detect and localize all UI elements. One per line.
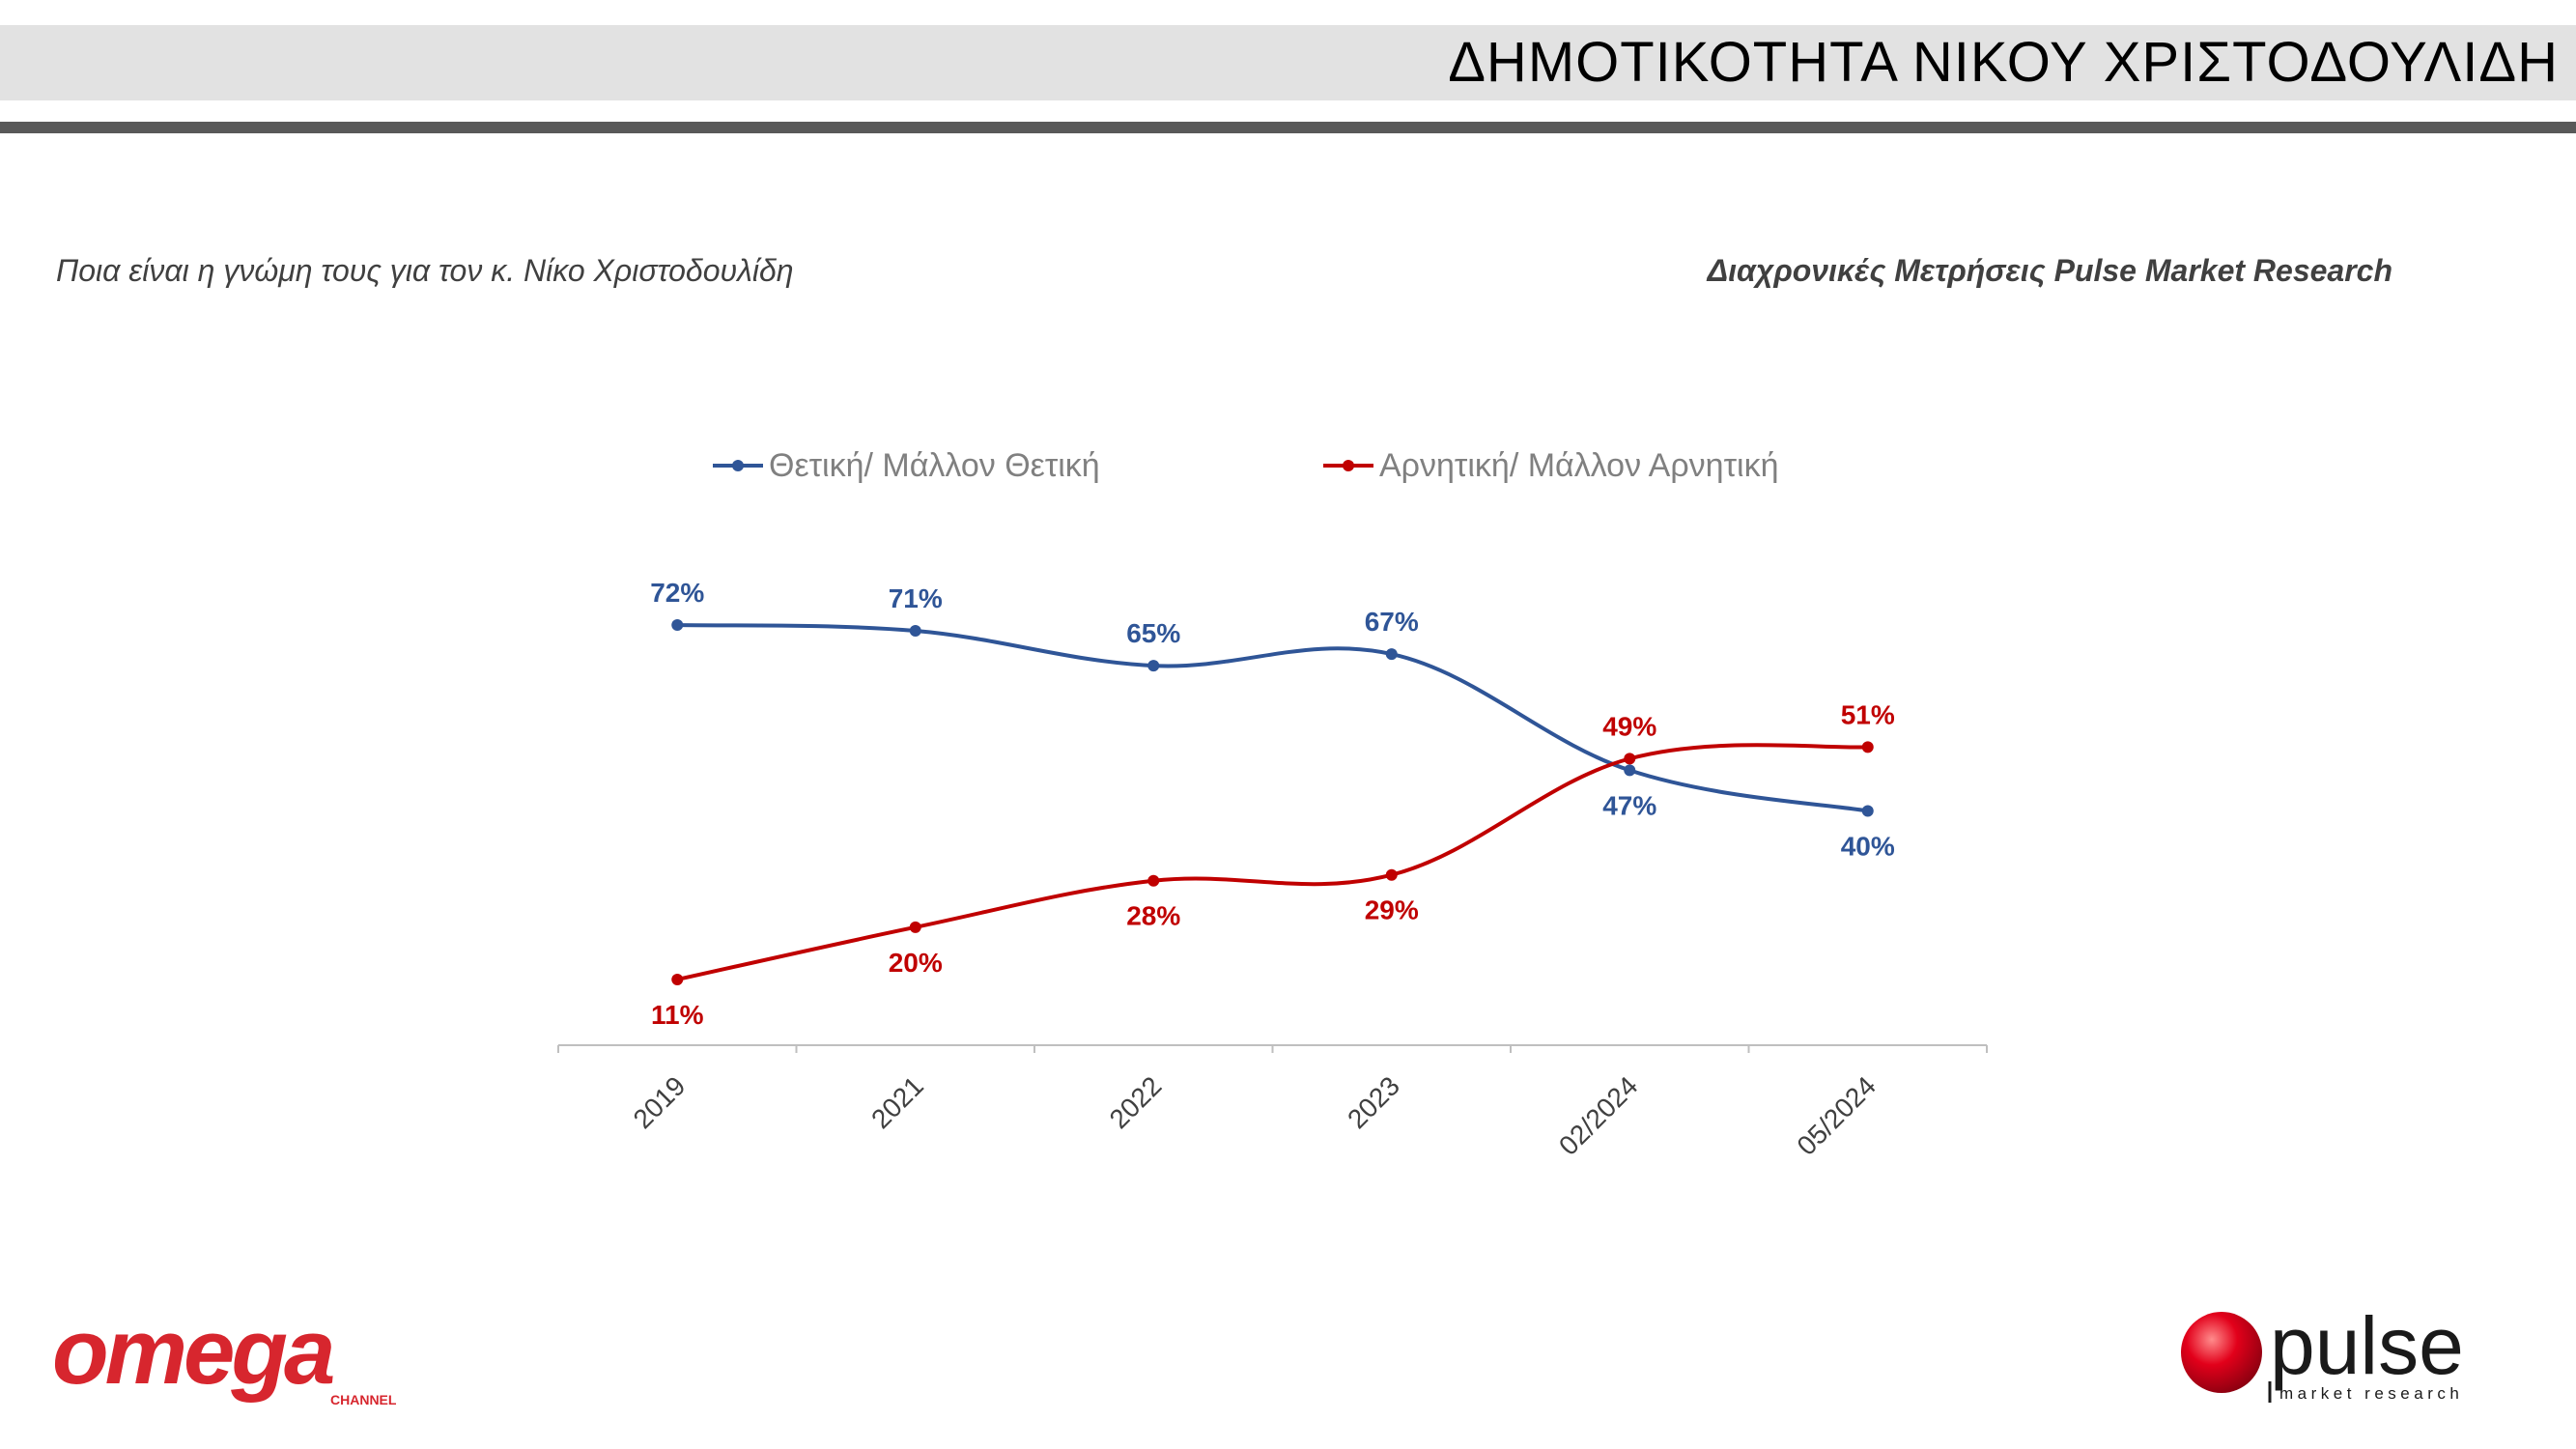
data-label: 20% xyxy=(889,948,943,978)
data-label: 71% xyxy=(889,583,943,613)
data-point xyxy=(1385,648,1398,661)
x-tick-label: 2023 xyxy=(1342,1070,1405,1134)
legend-entry: Θετική/ Μάλλον Θετική xyxy=(769,447,1100,484)
data-point xyxy=(1861,805,1874,817)
pulse-logo-subtext: market research xyxy=(2279,1384,2463,1403)
x-tick-label: 05/2024 xyxy=(1791,1070,1881,1160)
pulse-logo-wordmark: pulse xyxy=(2270,1302,2464,1391)
page-title: ΔΗΜΟΤΙΚΟΤΗΤΑ ΝΙΚΟΥ ΧΡΙΣΤΟΔΟΥΛΙΔΗ xyxy=(1448,31,2559,94)
data-label: 49% xyxy=(1602,711,1656,741)
x-tick-label: 2021 xyxy=(865,1070,929,1134)
data-point xyxy=(671,619,684,631)
data-point xyxy=(1147,874,1160,887)
data-point xyxy=(671,974,684,985)
data-label: 28% xyxy=(1126,901,1180,931)
data-point xyxy=(1147,660,1160,672)
data-label: 47% xyxy=(1602,790,1656,820)
omega-channel-logo: omega CHANNEL xyxy=(52,1304,397,1407)
data-point xyxy=(1861,741,1874,753)
data-label: 40% xyxy=(1841,832,1895,862)
data-label: 29% xyxy=(1365,895,1419,925)
title-divider xyxy=(0,122,2576,133)
data-point xyxy=(1385,868,1398,881)
data-point xyxy=(909,921,921,933)
legend-swatch-marker xyxy=(732,460,744,471)
data-label: 67% xyxy=(1365,607,1419,637)
data-label: 65% xyxy=(1126,618,1180,648)
line-chart: 2019 2021 2022 2023 02/2024 05/2024 72% 71% 65% 6… xyxy=(557,447,1988,1161)
title-bar: ΔΗΜΟΤΙΚΟΤΗΤΑ ΝΙΚΟΥ ΧΡΙΣΤΟΔΟΥΛΙΔΗ xyxy=(0,25,2576,100)
x-tick-label: 02/2024 xyxy=(1553,1070,1643,1160)
data-point xyxy=(1624,764,1636,777)
x-tick-label: 2019 xyxy=(628,1070,692,1134)
legend-entry: Αρνητική/ Μάλλον Αρνητική xyxy=(1379,447,1778,484)
data-point xyxy=(1624,753,1636,765)
series-line-positive xyxy=(677,623,1869,813)
survey-question: Ποια είναι η γνώμη τους για τον κ. Νίκο … xyxy=(56,253,794,288)
pulse-logo: pulse market research xyxy=(2181,1302,2464,1403)
x-tick-label: 2022 xyxy=(1104,1070,1168,1134)
source-note: Διαχρονικές Μετρήσεις Pulse Market Resea… xyxy=(1707,253,2392,288)
data-label: 72% xyxy=(650,578,704,608)
data-label: 51% xyxy=(1841,699,1895,729)
pulse-logo-sphere-icon xyxy=(2181,1312,2262,1393)
legend-swatch-marker xyxy=(1343,460,1354,471)
omega-logo-wordmark: omega xyxy=(52,1304,333,1404)
omega-logo-subtext: CHANNEL xyxy=(330,1392,397,1407)
series-line-negative xyxy=(676,743,1868,981)
data-point xyxy=(909,625,921,638)
data-label: 11% xyxy=(651,1000,704,1030)
